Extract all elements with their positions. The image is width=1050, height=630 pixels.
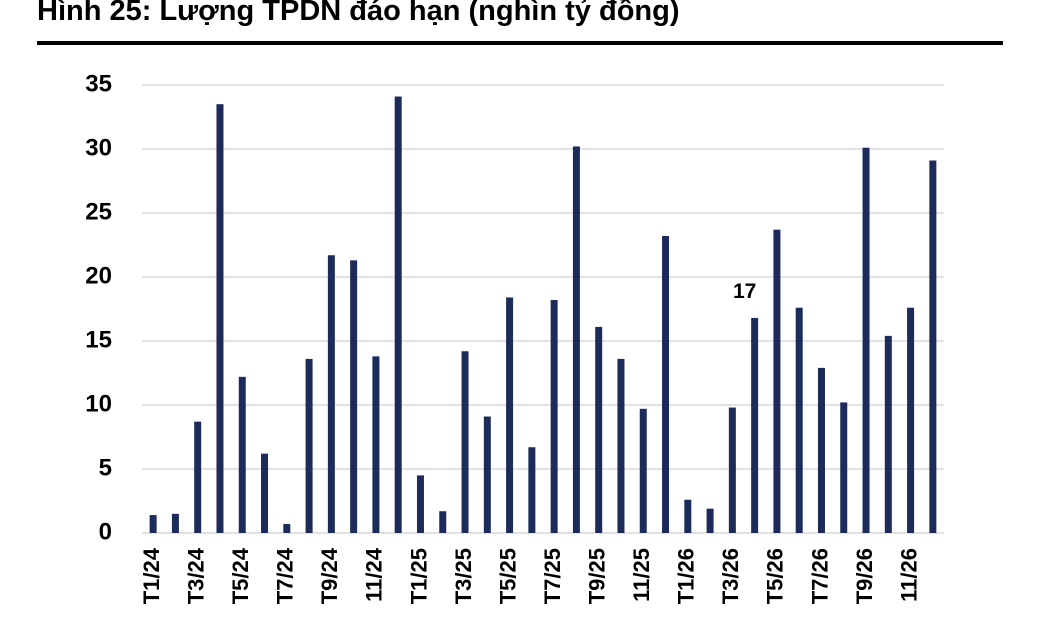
y-tick-label: 15 bbox=[85, 326, 112, 353]
value-label: 17 bbox=[733, 280, 756, 303]
bar bbox=[528, 447, 536, 533]
bar bbox=[662, 236, 670, 534]
bar bbox=[706, 508, 714, 533]
bar bbox=[595, 326, 603, 533]
x-tick-label: T7/24 bbox=[273, 547, 298, 604]
x-tick-label: T9/25 bbox=[585, 548, 610, 604]
x-tick-label: T3/24 bbox=[184, 547, 209, 604]
bar bbox=[483, 416, 491, 533]
x-tick-label: T7/25 bbox=[540, 548, 565, 604]
bar bbox=[728, 407, 736, 533]
x-tick-label: T1/25 bbox=[406, 548, 431, 604]
bar bbox=[149, 515, 157, 533]
bar bbox=[639, 408, 647, 533]
x-tick-label: T9/24 bbox=[317, 547, 342, 604]
x-tick-label: T5/24 bbox=[228, 547, 253, 604]
bar bbox=[261, 453, 269, 533]
bar bbox=[439, 511, 447, 533]
bar bbox=[617, 358, 625, 533]
bar bbox=[305, 358, 313, 533]
x-tick-label: T3/25 bbox=[451, 548, 476, 604]
x-tick-label: 11/24 bbox=[362, 547, 387, 602]
bar bbox=[238, 376, 246, 533]
x-tick-label: T9/26 bbox=[852, 548, 877, 604]
y-tick-label: 10 bbox=[85, 390, 112, 417]
bar bbox=[461, 351, 469, 533]
bar bbox=[416, 475, 424, 533]
y-tick-label: 35 bbox=[85, 70, 112, 97]
bar bbox=[372, 356, 380, 533]
bar bbox=[840, 402, 848, 533]
bar bbox=[216, 104, 224, 533]
chart-title: Hình 25: Lượng TPDN đáo hạn (nghìn tỷ đồ… bbox=[37, 0, 680, 27]
bar bbox=[350, 260, 358, 533]
bar bbox=[394, 96, 402, 534]
y-tick-label: 0 bbox=[99, 518, 112, 545]
y-tick-label: 20 bbox=[85, 262, 112, 289]
bar bbox=[773, 229, 781, 533]
bar bbox=[550, 300, 558, 533]
bar bbox=[817, 367, 825, 533]
x-tick-label: 11/25 bbox=[629, 548, 654, 602]
bar bbox=[506, 297, 514, 533]
x-tick-label: T3/26 bbox=[718, 548, 743, 604]
y-tick-label: 25 bbox=[85, 198, 112, 225]
x-tick-label: T1/26 bbox=[674, 548, 699, 604]
bar bbox=[862, 147, 870, 533]
bar bbox=[907, 307, 915, 533]
x-tick-label: T1/24 bbox=[139, 547, 164, 604]
bar bbox=[572, 146, 580, 533]
x-tick-label: T5/25 bbox=[495, 548, 520, 604]
bar bbox=[171, 513, 179, 533]
x-tick-label: T5/26 bbox=[763, 548, 788, 604]
bar bbox=[684, 499, 692, 533]
bar bbox=[751, 317, 759, 533]
bar bbox=[194, 421, 202, 533]
x-tick-label: 11/26 bbox=[896, 548, 921, 602]
bar bbox=[327, 255, 335, 534]
x-tick-label: T7/26 bbox=[807, 548, 832, 604]
bar bbox=[929, 160, 937, 533]
y-tick-label: 30 bbox=[85, 134, 112, 161]
bar bbox=[795, 307, 803, 533]
bar bbox=[884, 335, 892, 533]
y-tick-label: 5 bbox=[99, 454, 112, 481]
bar bbox=[283, 524, 291, 533]
